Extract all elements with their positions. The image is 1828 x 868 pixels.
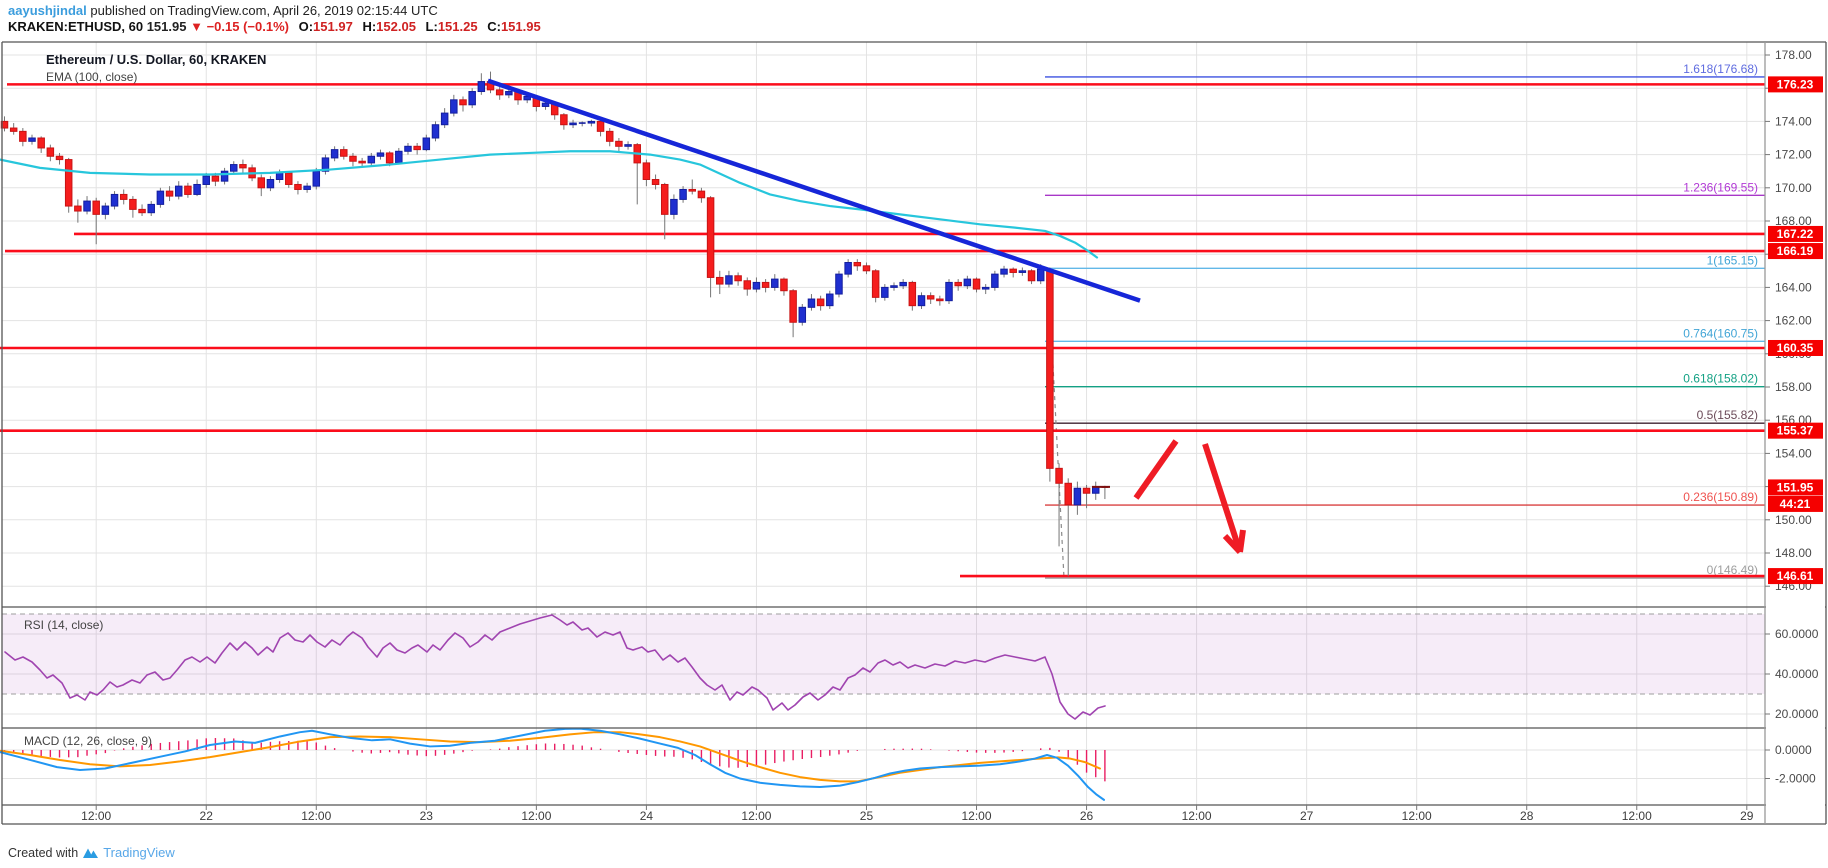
byline: aayushjindal published on TradingView.co… bbox=[8, 3, 438, 18]
svg-text:172.00: 172.00 bbox=[1775, 148, 1812, 162]
svg-text:178.00: 178.00 bbox=[1775, 48, 1812, 62]
tradingview-brand-link[interactable]: TradingView bbox=[103, 845, 175, 860]
panel-borders bbox=[1, 41, 1827, 825]
svg-text:0.764(160.75): 0.764(160.75) bbox=[1683, 326, 1758, 340]
svg-text:24: 24 bbox=[640, 809, 654, 823]
symbol-label: KRAKEN:ETHUSD, 60 bbox=[8, 19, 144, 34]
svg-text:12:00: 12:00 bbox=[81, 809, 111, 823]
svg-text:176.23: 176.23 bbox=[1777, 77, 1814, 91]
low-value: 151.25 bbox=[437, 19, 478, 34]
svg-text:44:21: 44:21 bbox=[1780, 497, 1811, 511]
svg-text:0.618(158.02): 0.618(158.02) bbox=[1683, 372, 1758, 386]
svg-text:12:00: 12:00 bbox=[301, 809, 331, 823]
candle-bodies bbox=[0, 81, 1109, 506]
svg-text:160.35: 160.35 bbox=[1777, 341, 1814, 355]
svg-text:20.0000: 20.0000 bbox=[1775, 707, 1819, 721]
svg-text:12:00: 12:00 bbox=[1402, 809, 1432, 823]
svg-text:-2.0000: -2.0000 bbox=[1775, 772, 1816, 786]
svg-text:27: 27 bbox=[1300, 809, 1314, 823]
svg-text:26: 26 bbox=[1080, 809, 1094, 823]
svg-text:164.00: 164.00 bbox=[1775, 280, 1812, 294]
trendline[interactable] bbox=[487, 78, 1141, 303]
svg-text:1.618(176.68): 1.618(176.68) bbox=[1683, 62, 1758, 76]
svg-text:25: 25 bbox=[860, 809, 874, 823]
svg-text:151.95: 151.95 bbox=[1777, 480, 1814, 494]
svg-text:170.00: 170.00 bbox=[1775, 181, 1812, 195]
chart-title: Ethereum / U.S. Dollar, 60, KRAKEN bbox=[46, 52, 267, 67]
svg-text:1.236(169.55): 1.236(169.55) bbox=[1683, 180, 1758, 194]
svg-text:0(146.49): 0(146.49) bbox=[1707, 563, 1758, 577]
svg-text:0.0000: 0.0000 bbox=[1775, 743, 1812, 757]
svg-text:154.00: 154.00 bbox=[1775, 446, 1812, 460]
author-link[interactable]: aayushjindal bbox=[8, 3, 87, 18]
ema-line bbox=[0, 150, 1099, 259]
svg-text:167.22: 167.22 bbox=[1777, 227, 1814, 241]
price-tags: 176.23 167.22 166.19 160.35 155.37 151.95 146.… bbox=[1768, 76, 1823, 585]
byline-text: published on TradingView.com, April 26, … bbox=[86, 3, 438, 18]
svg-text:40.0000: 40.0000 bbox=[1775, 667, 1819, 681]
price-change: ▼ −0.15 (−0.1%) bbox=[190, 19, 289, 34]
close-value: 151.95 bbox=[500, 19, 541, 34]
macd-signal-line bbox=[0, 731, 1101, 783]
svg-text:1(165.15): 1(165.15) bbox=[1707, 253, 1758, 267]
fib-retracement-layer: 1.618(176.68) 1.236(169.55) 1(165.15) 0.764… bbox=[1045, 62, 1765, 579]
close-label: C: bbox=[487, 19, 501, 34]
svg-text:12:00: 12:00 bbox=[1622, 809, 1652, 823]
chart-legend: Ethereum / U.S. Dollar, 60, KRAKEN EMA (… bbox=[46, 52, 266, 84]
rsi-band bbox=[2, 613, 1765, 695]
high-label: H: bbox=[362, 19, 377, 34]
macd-main-line bbox=[0, 727, 1105, 801]
svg-text:12:00: 12:00 bbox=[521, 809, 551, 823]
svg-text:28: 28 bbox=[1520, 809, 1534, 823]
svg-text:0.236(150.89): 0.236(150.89) bbox=[1683, 490, 1758, 504]
last-price: 151.95 bbox=[146, 19, 187, 34]
svg-text:23: 23 bbox=[420, 809, 434, 823]
grid-layer bbox=[2, 42, 1765, 805]
rsi-pane-label: RSI (14, close) bbox=[24, 618, 104, 632]
footer: Created with TradingView bbox=[8, 845, 175, 860]
svg-text:146.61: 146.61 bbox=[1777, 569, 1814, 583]
svg-text:150.00: 150.00 bbox=[1775, 513, 1812, 527]
svg-text:0.5(155.82): 0.5(155.82) bbox=[1697, 408, 1758, 422]
tradingview-logo-icon bbox=[82, 846, 99, 860]
candle-wicks bbox=[4, 71, 1106, 577]
symbol-ohlc-line: KRAKEN:ETHUSD, 60 151.95 ▼ −0.15 (−0.1%)… bbox=[8, 19, 541, 34]
rsi-line bbox=[4, 614, 1106, 720]
svg-text:22: 22 bbox=[200, 809, 214, 823]
created-with-label: Created with bbox=[8, 845, 79, 860]
svg-text:12:00: 12:00 bbox=[741, 809, 771, 823]
red-level-lines bbox=[0, 83, 1765, 578]
high-value: 152.05 bbox=[376, 19, 416, 34]
svg-text:174.00: 174.00 bbox=[1775, 114, 1812, 128]
ema-legend-label: EMA (100, close) bbox=[46, 70, 138, 84]
low-label: L: bbox=[425, 19, 438, 34]
svg-text:168.00: 168.00 bbox=[1775, 214, 1812, 228]
macd-histogram bbox=[3, 738, 1106, 782]
svg-text:148.00: 148.00 bbox=[1775, 546, 1812, 560]
arrow-annotations[interactable] bbox=[1133, 439, 1246, 555]
svg-text:12:00: 12:00 bbox=[962, 809, 992, 823]
open-label: O: bbox=[298, 19, 314, 34]
svg-text:158.00: 158.00 bbox=[1775, 380, 1812, 394]
svg-text:162.00: 162.00 bbox=[1775, 314, 1812, 328]
time-axis[interactable]: 12:00 22 12:00 23 12:00 24 12:00 25 12:00 26 12:00… bbox=[81, 805, 1754, 823]
svg-text:60.0000: 60.0000 bbox=[1775, 627, 1819, 641]
svg-text:155.37: 155.37 bbox=[1777, 424, 1814, 438]
svg-text:12:00: 12:00 bbox=[1182, 809, 1212, 823]
open-value: 151.97 bbox=[313, 19, 353, 34]
macd-pane-label: MACD (12, 26, close, 9) bbox=[24, 734, 153, 748]
svg-text:29: 29 bbox=[1740, 809, 1754, 823]
svg-text:166.19: 166.19 bbox=[1777, 244, 1814, 258]
